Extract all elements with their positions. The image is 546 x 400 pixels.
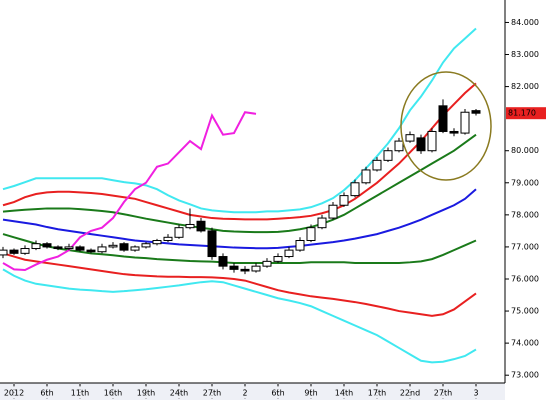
candle-body [295, 240, 305, 251]
candle-body [361, 169, 371, 184]
candle-body [207, 230, 217, 258]
candle-body [86, 249, 96, 253]
x-tick-label: 27th [203, 389, 221, 398]
candle-body [284, 249, 294, 258]
candle-body [196, 220, 206, 232]
indicator-line [2, 268, 477, 364]
indicator-line [2, 82, 477, 221]
candle-body [306, 227, 316, 242]
candle-body [42, 243, 52, 248]
candle-body [64, 246, 74, 250]
candle-body [262, 260, 272, 267]
candle-body [141, 243, 151, 248]
x-tick-label: 14th [335, 389, 353, 398]
x-tick-label: 6th [271, 389, 284, 398]
candle-body [97, 246, 107, 253]
candle-body [20, 248, 30, 254]
candle-body [218, 256, 228, 267]
x-tick-label: 17th [368, 389, 386, 398]
candle-body [31, 243, 41, 250]
candle-body [449, 130, 459, 134]
candle-body [240, 268, 250, 272]
candle-body [119, 243, 129, 251]
indicator-line [2, 111, 257, 272]
y-tick-label: 80.000 [511, 146, 539, 155]
candle-body [0, 249, 8, 256]
candle-body [372, 159, 382, 171]
candle-body [317, 217, 327, 229]
candle-body [108, 244, 118, 248]
y-tick-label: 79.000 [511, 178, 539, 187]
x-tick-label: 19th [137, 389, 155, 398]
y-tick-label: 74.000 [511, 339, 539, 348]
candle-body [471, 110, 481, 114]
candle-body [438, 105, 448, 132]
x-axis-band [0, 383, 505, 400]
y-tick-label: 77.000 [511, 242, 539, 251]
candle-body [229, 265, 239, 270]
y-tick-label: 73.000 [511, 371, 539, 380]
x-tick-label: 2 [242, 389, 247, 398]
candle-body [163, 236, 173, 242]
indicator-line [2, 233, 477, 264]
candle-body [383, 150, 393, 161]
last-price-label: 81.170 [508, 109, 536, 118]
plot-area [0, 27, 481, 364]
highlight-ellipse [400, 71, 492, 181]
x-tick-label: 3 [473, 389, 478, 398]
candle-body [53, 246, 63, 250]
candle-body [75, 246, 85, 251]
candle-body [130, 246, 140, 251]
candle-body [416, 137, 426, 152]
candle-body [273, 256, 283, 262]
indicator-line [2, 252, 477, 317]
y-tick-label: 75.000 [511, 307, 539, 316]
candle-body [152, 240, 162, 245]
x-tick-label: 6th [40, 389, 53, 398]
candle-body [185, 223, 195, 229]
y-tick-label: 78.000 [511, 210, 539, 219]
y-tick-label: 82.000 [511, 82, 539, 91]
candle-body [350, 182, 360, 197]
x-tick-label: 22nd [400, 389, 420, 398]
indicator-line [2, 27, 477, 214]
x-tick-label: 27th [434, 389, 452, 398]
candle-body [394, 140, 404, 152]
candle-body [174, 227, 184, 238]
y-tick-label: 83.000 [511, 50, 539, 59]
x-tick-label: 2012 [4, 389, 24, 398]
x-tick-label: 24th [170, 389, 188, 398]
candle-body [328, 204, 338, 219]
candle-body [427, 130, 437, 152]
candle-body [460, 111, 470, 134]
x-tick-label: 16th [104, 389, 122, 398]
indicator-line [2, 133, 477, 234]
x-tick-label: 11th [71, 389, 89, 398]
x-tick-label: 9th [304, 389, 317, 398]
candle-body [251, 265, 261, 272]
y-tick-label: 84.000 [511, 18, 539, 27]
candle-body [405, 134, 415, 142]
indicator-line [2, 188, 477, 250]
last-price-box [506, 107, 546, 120]
y-tick-label: 76.000 [511, 274, 539, 283]
candle-body [339, 195, 349, 206]
candle-body [9, 249, 19, 254]
